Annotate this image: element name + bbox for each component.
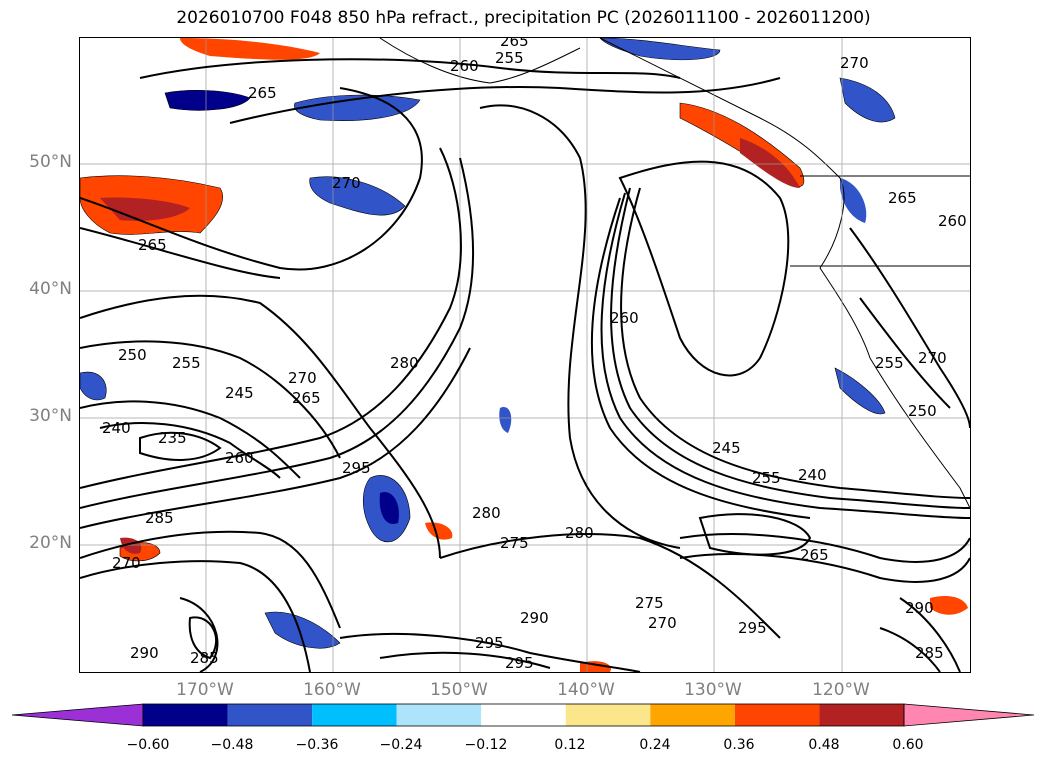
lat-label-30n: 30°N [29, 406, 72, 426]
colorbar-extend-high [903, 703, 1035, 727]
colorbar-tick: −0.24 [379, 737, 423, 753]
contour-label: 265 [138, 236, 167, 254]
contour-label: 240 [798, 466, 827, 484]
contour-label: 270 [332, 174, 361, 192]
contour-label: 265 [292, 389, 321, 407]
contour-label: 270 [288, 369, 317, 387]
contour-label: 255 [875, 354, 904, 372]
contour-label: 285 [915, 644, 944, 662]
contour-label: 285 [190, 649, 219, 667]
map-panel: 265 260 255 270 265 270 265 250 255 270 … [79, 37, 971, 673]
colorbar-tick: 0.48 [808, 737, 840, 753]
lon-label-130w: 130°W [684, 680, 742, 700]
contour-label: 255 [752, 469, 781, 487]
contour-label: 295 [738, 619, 767, 637]
colorbar-segment [650, 704, 735, 726]
contour-label: 285 [145, 509, 174, 527]
contour-label: 250 [908, 402, 937, 420]
lon-label-150w: 150°W [430, 680, 488, 700]
contour-label-group: 265 260 255 270 265 270 265 250 255 270 … [102, 38, 967, 672]
contour-label: 280 [472, 504, 501, 522]
colorbar-tick: −0.36 [295, 737, 339, 753]
colorbar-tick: 0.36 [723, 737, 755, 753]
colorbar-segment [481, 704, 566, 726]
lat-label-40n: 40°N [29, 279, 72, 299]
colorbar-extend-low [11, 703, 144, 727]
precip-shading [80, 38, 968, 672]
contour-label: 270 [648, 614, 677, 632]
contour-label: 280 [390, 354, 419, 372]
colorbar-segment [734, 704, 820, 726]
lat-label-20n: 20°N [29, 533, 72, 553]
lon-label-160w: 160°W [303, 680, 361, 700]
map-canvas: 265 260 255 270 265 270 265 250 255 270 … [80, 38, 970, 672]
colorbar-svg [11, 703, 1035, 727]
lat-label-50n: 50°N [29, 152, 72, 172]
colorbar-segment [819, 704, 904, 726]
contour-label: 280 [565, 524, 594, 542]
colorbar-outline [142, 703, 905, 727]
lon-label-170w: 170°W [176, 680, 234, 700]
contour-label: 245 [225, 384, 254, 402]
coastline [379, 38, 970, 509]
colorbar-tick: −0.12 [464, 737, 508, 753]
lon-label-120w: 120°W [812, 680, 870, 700]
colorbar-tick: −0.48 [210, 737, 254, 753]
contour-label: 275 [635, 594, 664, 612]
contour-label: 245 [712, 439, 741, 457]
map-title: 2026010700 F048 850 hPa refract., precip… [176, 8, 871, 28]
colorbar-tick: −0.60 [126, 737, 170, 753]
contour-label: 265 [500, 38, 529, 50]
contour-label: 260 [610, 309, 639, 327]
contour-label: 265 [248, 84, 277, 102]
colorbar [0, 700, 1047, 760]
colorbar-segment [227, 704, 313, 726]
contour-label: 265 [888, 189, 917, 207]
contour-label: 260 [225, 449, 254, 467]
contour-label: 235 [158, 429, 187, 447]
colorbar-tick: 0.12 [554, 737, 586, 753]
colorbar-tick: 0.24 [639, 737, 671, 753]
contour-label: 240 [102, 419, 131, 437]
contour-label: 255 [495, 49, 524, 67]
contour-label: 275 [500, 534, 529, 552]
contour-label: 295 [342, 459, 371, 477]
contour-label: 295 [505, 654, 534, 672]
contour-label: 270 [840, 54, 869, 72]
contour-label: 265 [800, 546, 829, 564]
contour-label: 290 [905, 599, 934, 617]
contour-label: 255 [172, 354, 201, 372]
colorbar-segment [396, 704, 482, 726]
colorbar-segment [565, 704, 651, 726]
refractivity-contours [80, 58, 970, 672]
contour-label: 260 [938, 212, 967, 230]
lon-label-140w: 140°W [557, 680, 615, 700]
colorbar-segment [143, 704, 228, 726]
contour-label: 270 [112, 554, 141, 572]
colorbar-tick: 0.60 [892, 737, 924, 753]
contour-label: 260 [450, 57, 479, 75]
contour-label: 250 [118, 346, 147, 364]
colorbar-segment [312, 704, 397, 726]
contour-label: 270 [918, 349, 947, 367]
contour-label: 290 [520, 609, 549, 627]
contour-label: 295 [475, 634, 504, 652]
contour-label: 290 [130, 644, 159, 662]
gridlines [80, 38, 970, 672]
